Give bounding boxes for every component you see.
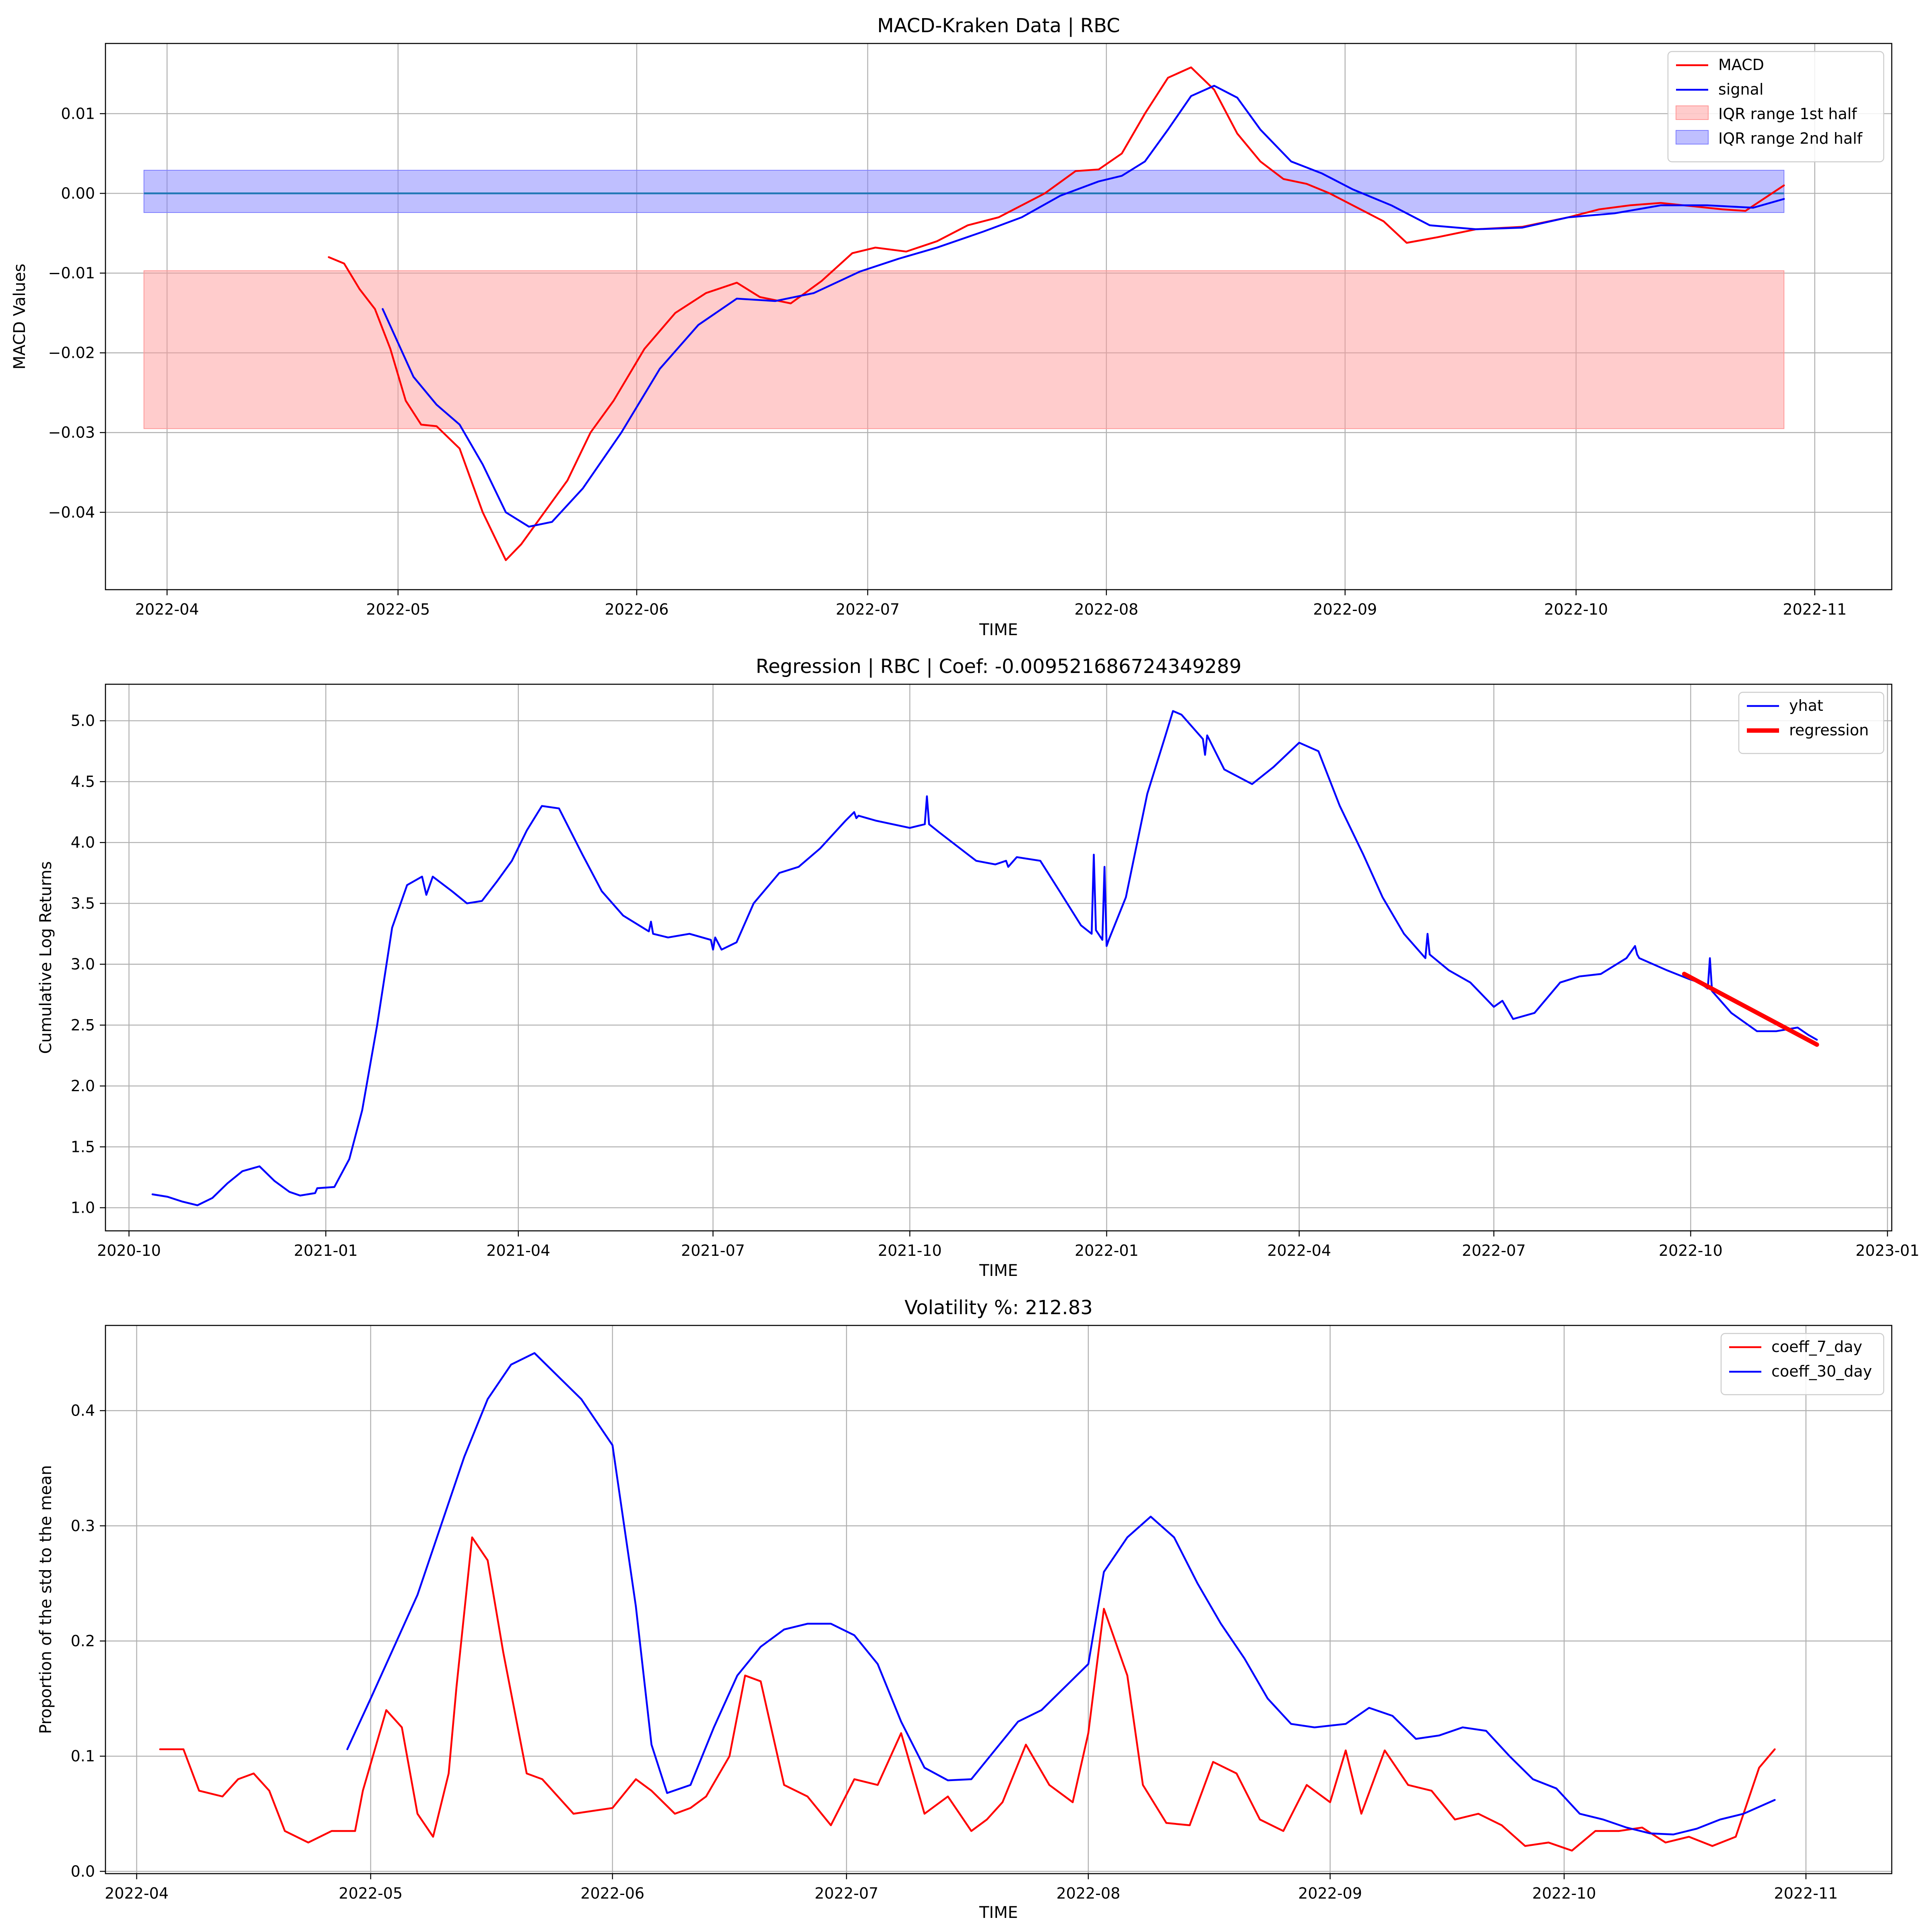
x-tick-label: 2021-07 (681, 1242, 745, 1259)
y-tick-label: 4.5 (71, 773, 95, 791)
x-tick-label: 2022-10 (1532, 1885, 1596, 1902)
chart-panel-3: 2022-04 2022-05 2022-06 2022-07 2022-08 2022-… (37, 1296, 1893, 1922)
x-tick-label: 2020-10 (97, 1242, 161, 1259)
y-axis-label: Proportion of the std to the mean (37, 1465, 55, 1734)
x-tick-label: 2022-10 (1659, 1242, 1723, 1259)
y-tick-label: −0.01 (48, 264, 95, 282)
y-tick-label: 2.5 (71, 1016, 95, 1034)
chart-title: Regression | RBC | Coef: -0.009521686724… (756, 655, 1242, 678)
chart-title: MACD-Kraken Data | RBC (877, 14, 1120, 37)
plot-area (151, 710, 1819, 1206)
series-MACD (328, 66, 1785, 561)
chart-panel-2: 2020-10 2021-01 2021-04 2021-07 2021-10 2022-… (37, 655, 1920, 1280)
y-tick-label: 0.2 (71, 1632, 95, 1650)
x-tick-label: 2023-01 (1856, 1242, 1920, 1259)
series-regression (1682, 972, 1819, 1047)
y-tick-label: −0.02 (48, 344, 95, 362)
axes-frame (105, 43, 1893, 590)
y-axis-label: MACD Values (10, 264, 29, 369)
x-tick-label: 2021-04 (486, 1242, 550, 1259)
y-axis-label: Cumulative Log Returns (37, 861, 55, 1054)
y-tick-label: 1.0 (71, 1199, 95, 1217)
legend: coeff_7_day coeff_30_day (1720, 1333, 1885, 1395)
legend: yhat regression (1738, 691, 1885, 754)
y-tick-label: 0.3 (71, 1517, 95, 1535)
x-tick-label: 2022-11 (1774, 1885, 1838, 1902)
x-tick-label: 2022-07 (815, 1885, 879, 1902)
x-tick-label: 2022-04 (1267, 1242, 1331, 1259)
x-tick-label: 2022-05 (339, 1885, 403, 1902)
plot-area (143, 66, 1785, 561)
legend-swatch (1676, 130, 1709, 144)
x-tick-label: 2022-09 (1298, 1885, 1362, 1902)
axes-frame (105, 1325, 1893, 1874)
y-tick-label: 3.0 (71, 956, 95, 973)
legend-label: coeff_30_day (1771, 1362, 1872, 1380)
y-tick-label: 0.01 (61, 105, 95, 122)
x-axis-label: TIME (979, 1261, 1018, 1280)
y-tick-label: 2.0 (71, 1077, 95, 1095)
x-tick-label: 2022-06 (580, 1885, 644, 1902)
chart-title: Volatility %: 212.83 (904, 1296, 1093, 1319)
x-tick-label: 2022-04 (135, 601, 199, 618)
x-tick-label: 2022-05 (366, 601, 430, 618)
plot-area (159, 1352, 1776, 1852)
y-tick-label: 3.5 (71, 894, 95, 912)
y-tick-label: 1.5 (71, 1138, 95, 1156)
y-tick-label: 0.0 (71, 1862, 95, 1880)
legend-label: coeff_7_day (1771, 1338, 1862, 1356)
x-tick-label: 2022-09 (1313, 601, 1377, 618)
y-tick-label: 5.0 (71, 712, 95, 730)
x-tick-label: 2022-06 (605, 601, 669, 618)
legend-label: IQR range 1st half (1718, 105, 1858, 123)
series-coeff-30-day (346, 1352, 1776, 1836)
y-tick-label: 0.4 (71, 1402, 95, 1420)
y-tick-label: 0.00 (61, 184, 95, 202)
x-tick-label: 2021-10 (878, 1242, 942, 1259)
series-coeff-7-day (159, 1536, 1776, 1852)
y-tick-label: 4.0 (71, 834, 95, 851)
legend-label: yhat (1789, 697, 1823, 714)
legend-label: signal (1718, 80, 1763, 98)
x-tick-label: 2022-07 (836, 601, 900, 618)
legend: MACD signal IQR range 1st half IQR range 2n… (1667, 51, 1885, 163)
axes-frame (105, 683, 1893, 1232)
y-tick-label: 0.1 (71, 1747, 95, 1765)
x-axis-label: TIME (979, 1903, 1018, 1922)
x-tick-label: 2022-11 (1783, 601, 1847, 618)
x-tick-label: 2022-08 (1056, 1885, 1120, 1902)
series-yhat (151, 710, 1818, 1206)
legend-box (1720, 1333, 1885, 1395)
legend-box (1667, 51, 1885, 163)
x-tick-label: 2022-07 (1462, 1242, 1526, 1259)
x-axis-label: TIME (979, 621, 1018, 639)
x-tick-label: 2022-08 (1074, 601, 1138, 618)
iqr-band-1 (143, 270, 1785, 429)
chart-panel-1: 2022-04 2022-05 2022-06 2022-07 2022-08 2022-… (10, 14, 1893, 639)
x-tick-label: 2021-01 (294, 1242, 358, 1259)
legend-box (1738, 691, 1885, 754)
x-tick-label: 2022-01 (1075, 1242, 1139, 1259)
x-tick-label: 2022-04 (105, 1885, 169, 1902)
y-tick-label: −0.04 (48, 504, 95, 521)
series-signal (382, 85, 1785, 528)
y-tick-label: −0.03 (48, 424, 95, 442)
legend-label: IQR range 2nd half (1718, 130, 1863, 147)
legend-label: regression (1789, 721, 1869, 739)
legend-label: MACD (1718, 56, 1764, 74)
legend-swatch (1676, 105, 1709, 120)
x-tick-label: 2022-10 (1544, 601, 1608, 618)
iqr-band-2 (143, 169, 1785, 213)
